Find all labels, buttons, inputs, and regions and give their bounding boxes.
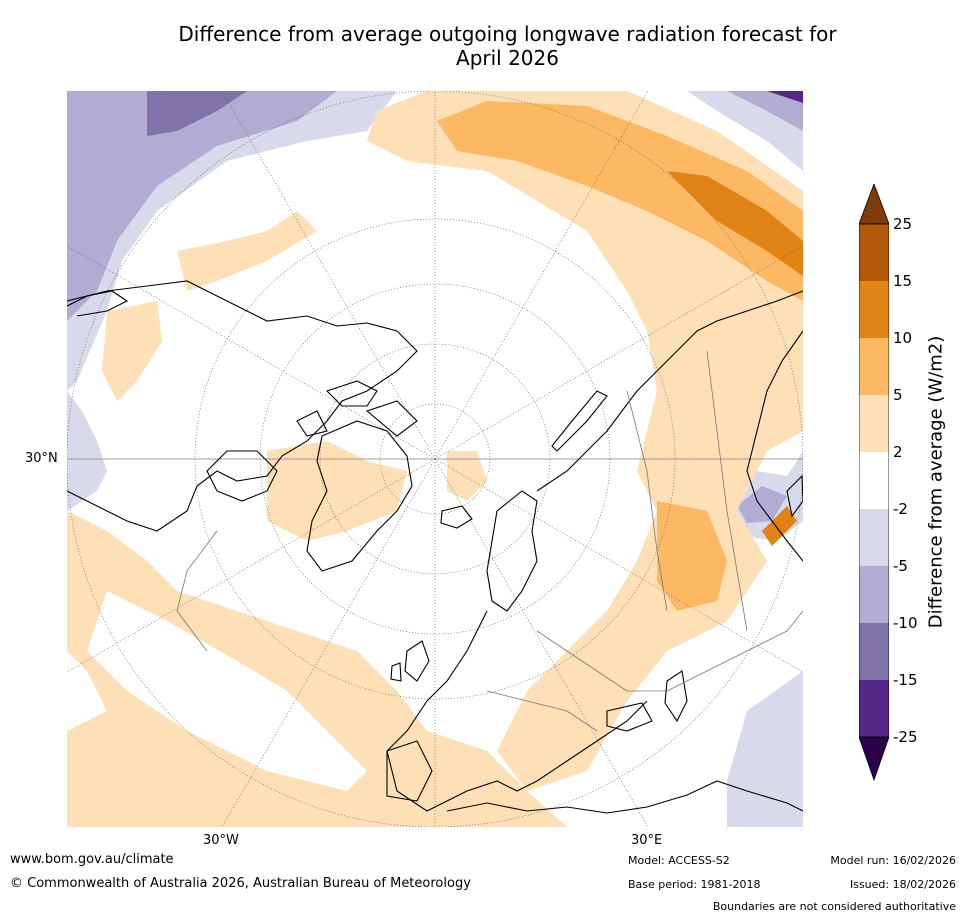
issued-text: Issued: 18/02/2026 [849, 878, 956, 891]
colorbar-band-15-25 [859, 224, 889, 281]
meridian-30w [221, 458, 436, 827]
model-text: Model: ACCESS-S2 [628, 854, 730, 867]
anomaly-area-neg-topright-mid [727, 91, 803, 131]
meridian [434, 91, 649, 460]
coastlines [67, 280, 803, 814]
colorbar-tick: 10 [893, 329, 913, 347]
coastline-japan [786, 474, 803, 518]
colorbar-tick: -10 [893, 614, 918, 632]
colorbar-extend-bottom [858, 736, 890, 782]
boundary-line [536, 610, 803, 692]
coastline-africa [446, 780, 803, 814]
meridian [221, 91, 436, 460]
meridian [434, 458, 803, 673]
coastline-russia-north [536, 290, 803, 492]
lon-label-30w: 30°W [203, 833, 239, 848]
colorbar-band-10-15 [859, 281, 889, 338]
colorbar-band-m5-m2 [859, 509, 889, 566]
anomaly-area-neg-bottomright [727, 671, 803, 827]
anomaly-area-neg-eastasia-core [737, 486, 787, 523]
colorbar-tick: 25 [893, 215, 913, 233]
anomaly-area-pos-asia-core [667, 171, 803, 276]
lat-label-30n: 30°N [25, 451, 58, 466]
colorbar-svg [858, 182, 890, 782]
anomaly-area-neg-leftedge [67, 391, 107, 511]
meridian [67, 245, 436, 460]
title-line-2: April 2026 [456, 46, 559, 70]
colorbar-band-2-5 [859, 395, 889, 452]
coastline-greenland [306, 420, 413, 572]
anomaly-area-pos-northamerica [102, 301, 162, 401]
coastline-black-sea [606, 702, 653, 732]
anomaly-area-pos-greenland [267, 441, 407, 541]
country-boundaries [176, 350, 803, 732]
colorbar-band-5-10 [859, 338, 889, 395]
colorbar-band-m10-m5 [859, 566, 889, 623]
map-canvas [67, 91, 803, 827]
colorbar-tick: -2 [893, 500, 908, 518]
website-link[interactable]: www.bom.gov.au/climate [10, 852, 174, 867]
model-run-text: Model run: 16/02/2026 [830, 854, 956, 867]
polar-map [67, 91, 803, 827]
colorbar [858, 182, 890, 788]
colorbar-label-text: Difference from average (W/m2) [925, 335, 947, 629]
coastline-caspian [664, 670, 688, 723]
meridian-30e [434, 458, 649, 827]
anomaly-area-pos-centralasia [657, 501, 727, 611]
boundary-line [176, 530, 218, 652]
colorbar-band-m25-m15 [859, 680, 889, 737]
coastline-scandinavia [486, 490, 538, 612]
base-period-text: Base period: 1981-2018 [628, 878, 761, 891]
anomaly-area-pos-pacific [177, 211, 317, 291]
boundary-line [626, 390, 668, 612]
coastline-novaya-zemlya [551, 390, 608, 452]
coastline-alaska [67, 290, 129, 317]
anomaly-area-pos-eastasia-core [762, 506, 797, 546]
meridian [67, 458, 436, 673]
anomaly-area-neg-topright-core [767, 91, 803, 103]
anomaly-area-neg-topleft-core [147, 91, 247, 136]
chart-title: Difference from average outgoing longwav… [0, 22, 965, 70]
boundary-line [706, 350, 748, 632]
disclaimer-text: Boundaries are not considered authoritat… [712, 900, 956, 913]
coastline-east-asia [746, 330, 803, 562]
coastline-arctic-islands [296, 380, 418, 437]
anomaly-area-pos-arctic [447, 451, 487, 501]
coastline-iceland [440, 505, 473, 529]
colorbar-tick: 15 [893, 272, 913, 290]
neutral-area-atlantic [87, 591, 367, 791]
anomaly-area-pos-bottomleft-edge [67, 731, 187, 811]
coastline-europe [386, 610, 648, 812]
copyright-text: © Commonwealth of Australia 2026, Austra… [10, 876, 471, 891]
colorbar-extend-top [858, 182, 890, 225]
coastline-hudson-bay [206, 450, 278, 502]
anomaly-area-pos-asia-mid [437, 101, 803, 301]
lon-label-30e: 30°E [631, 833, 663, 848]
anomaly-area-neg-topleft-mid [67, 91, 337, 321]
colorbar-tick: -5 [893, 557, 908, 575]
colorbar-tick: -25 [893, 728, 918, 746]
anomaly-area-pos-asia [367, 91, 803, 791]
boundary-line [486, 690, 598, 732]
colorbar-tick: -15 [893, 671, 918, 689]
colorbar-band-neutral [859, 452, 889, 509]
anomaly-area-pos-atlantic [67, 511, 567, 827]
colorbar-band-m15-m10 [859, 623, 889, 680]
coastline-iberia [386, 740, 433, 802]
title-line-1: Difference from average outgoing longwav… [178, 22, 837, 46]
colorbar-tick: 5 [893, 386, 903, 404]
colorbar-tick: 2 [893, 443, 903, 461]
coastline-north-america [67, 280, 418, 532]
neutral-area-southwest [67, 651, 107, 731]
coastline-british-isles [390, 640, 430, 682]
meridian [434, 245, 803, 460]
